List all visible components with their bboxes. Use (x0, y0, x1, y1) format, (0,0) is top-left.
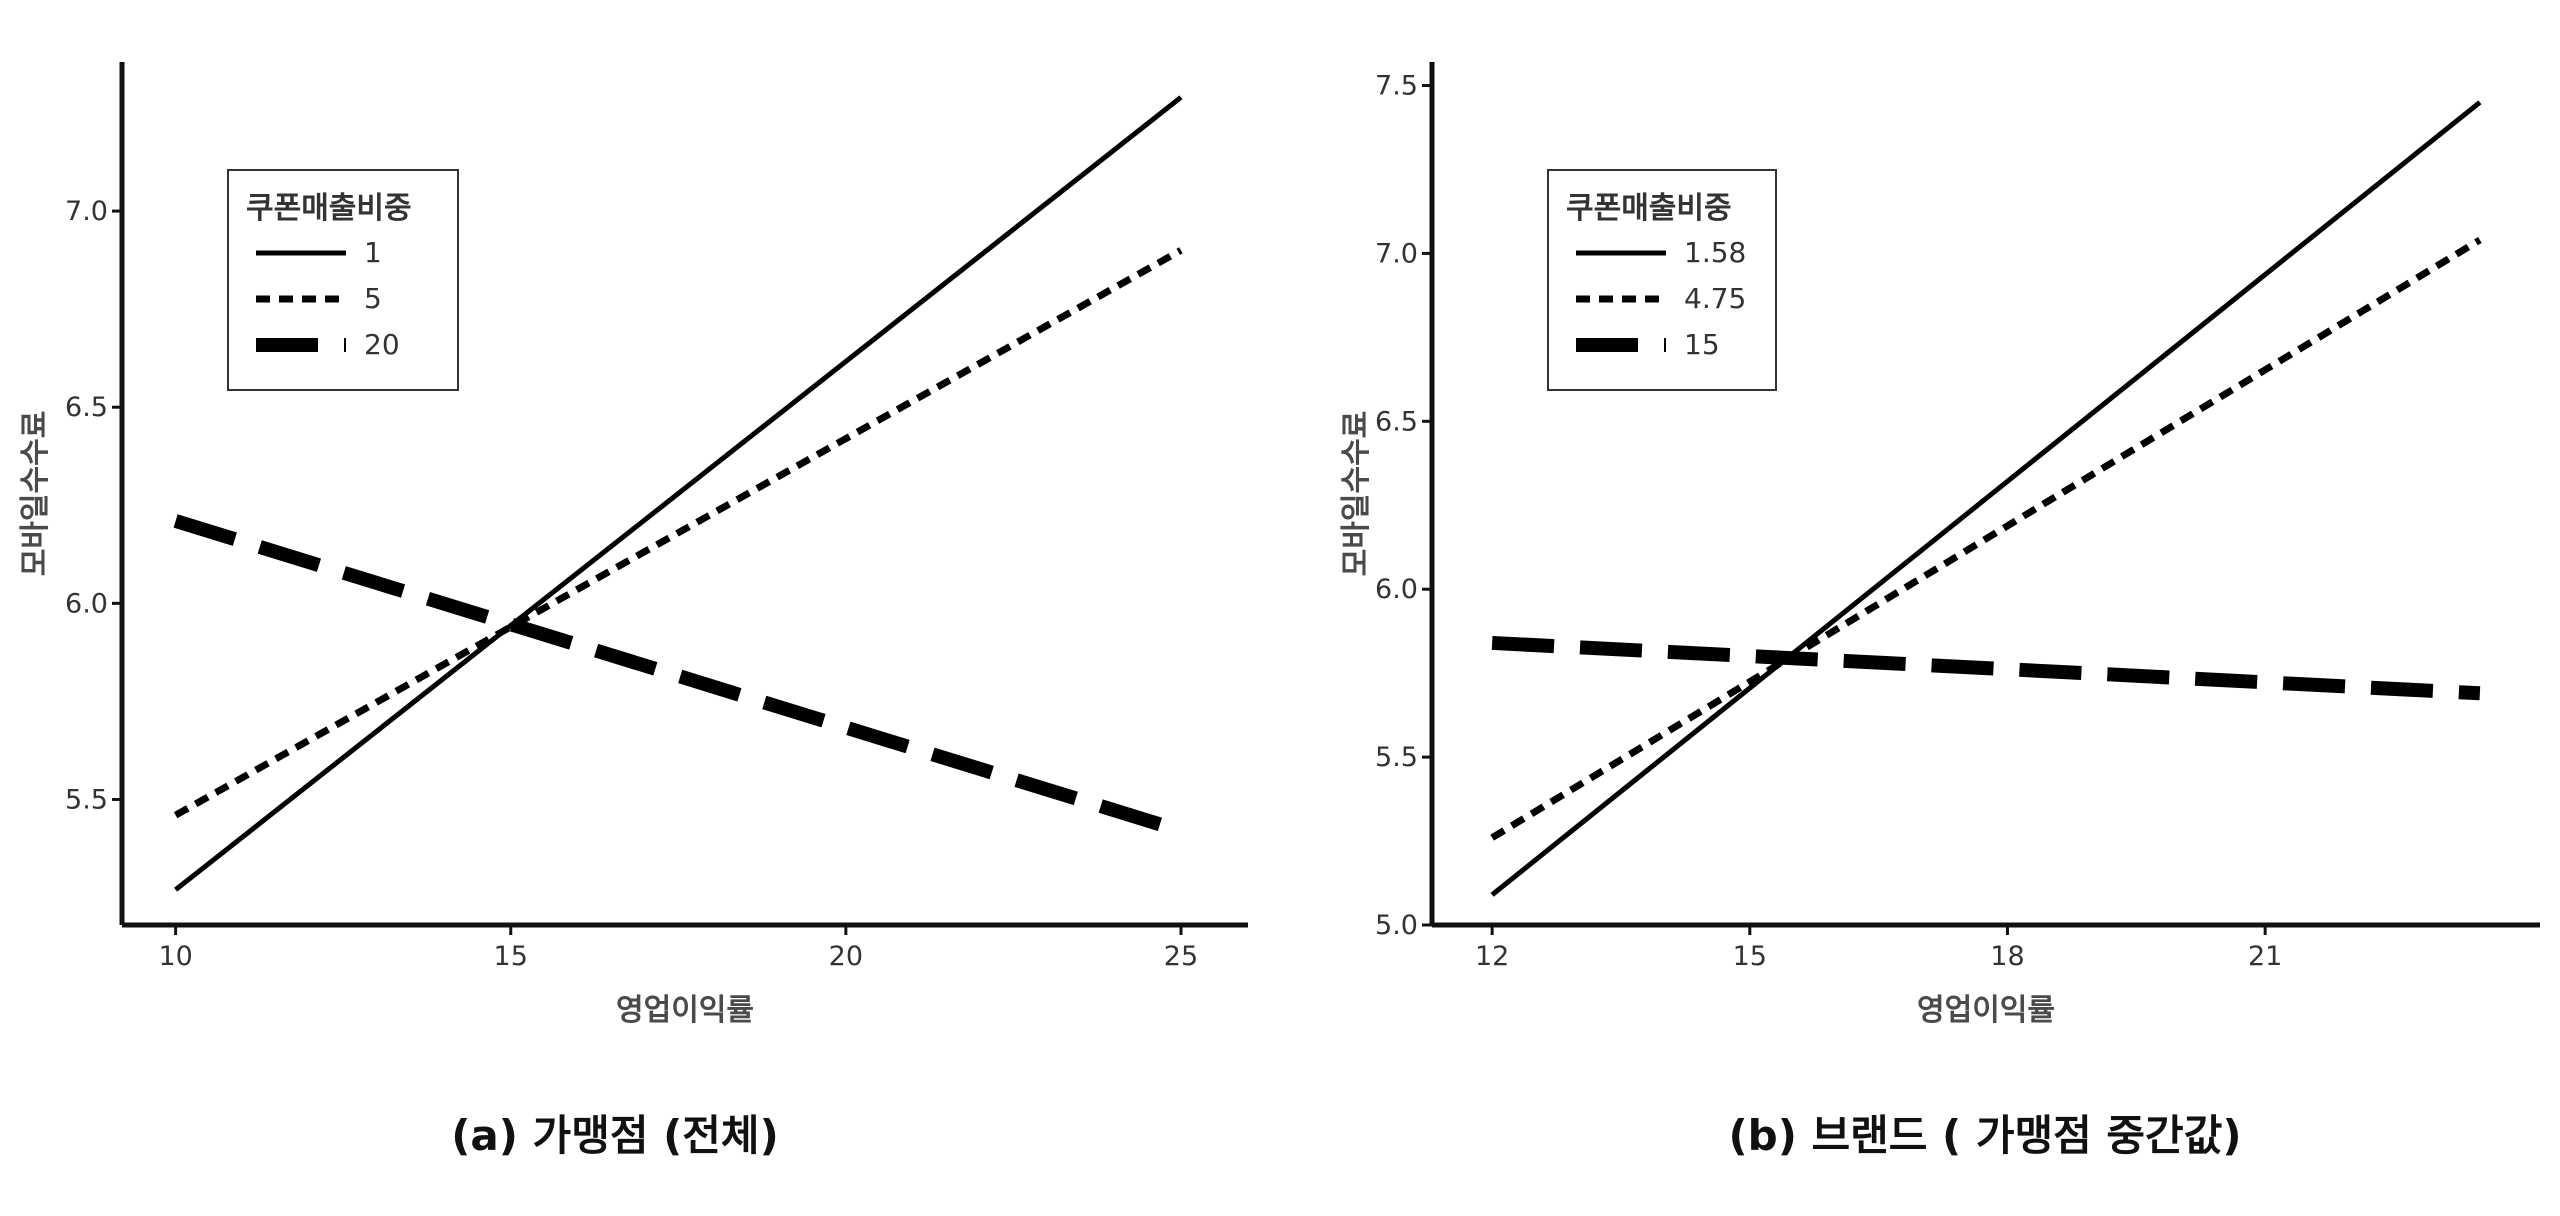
chart-caption: (a) 가맹점 (전체) (451, 1111, 779, 1160)
y-axis-label: 모바일수수료 (18, 411, 53, 577)
x-axis-label: 영업이익률 (616, 993, 754, 1028)
legend-box (227, 169, 459, 391)
legend-title: 쿠폰매출비중 (1566, 191, 1732, 226)
y-axis-label: 모바일수수료 (1339, 411, 1374, 577)
series-line-solid (1490, 100, 2482, 897)
x-tick-label: 25 (1164, 941, 1198, 972)
y-tick-label: 7.0 (65, 196, 108, 227)
x-tick-label: 15 (494, 941, 528, 972)
x-tick-label: 10 (158, 941, 192, 972)
y-tick-label: 6.0 (1375, 574, 1418, 605)
chart-b: 12 15 18 21 5.0 5.5 6.0 6.5 7.0 7.5 영업이익률 모바일수수료 쿠폰매… (1339, 62, 2540, 1160)
y-tick-label: 6.0 (65, 588, 108, 619)
x-tick-label: 15 (1733, 941, 1767, 972)
series-line-dotted (173, 247, 1183, 819)
series-line-dotted (1490, 236, 2482, 841)
x-axis-label: 영업이익률 (1917, 993, 2055, 1028)
y-tick-label: 7.5 (1375, 71, 1418, 102)
legend-label: 5 (364, 282, 382, 315)
chart-a: 10 15 20 255.56.06.57.0영업이익률모바일수수료쿠폰매출비중152… (18, 62, 1248, 1160)
y-tick-label: 6.5 (65, 392, 108, 423)
y-tick-label: 7.0 (1375, 238, 1418, 269)
y-tick-label: 5.5 (65, 784, 108, 815)
legend-label: 4.75 (1684, 282, 1746, 315)
y-tick-label: 6.5 (1375, 406, 1418, 437)
legend-title: 쿠폰매출비중 (246, 191, 412, 226)
legend-label: 1.58 (1684, 236, 1746, 269)
series-line-dashed (1491, 635, 2481, 701)
x-tick-label: 20 (829, 941, 863, 972)
y-tick-label: 5.0 (1375, 910, 1418, 941)
series-line-solid (174, 95, 1183, 892)
y-tick-label: 5.5 (1375, 742, 1418, 773)
legend-box (1547, 169, 1777, 391)
legend-label: 20 (364, 328, 400, 361)
legend-label: 1 (364, 236, 382, 269)
x-tick-label: 18 (1990, 941, 2024, 972)
x-tick-label: 12 (1475, 941, 1509, 972)
series-line-dashed (173, 514, 1184, 838)
chart-caption: (b) 브랜드 ( 가맹점 중간값) (1728, 1111, 2241, 1160)
x-tick-label: 21 (2248, 941, 2282, 972)
legend-label: 15 (1684, 328, 1720, 361)
